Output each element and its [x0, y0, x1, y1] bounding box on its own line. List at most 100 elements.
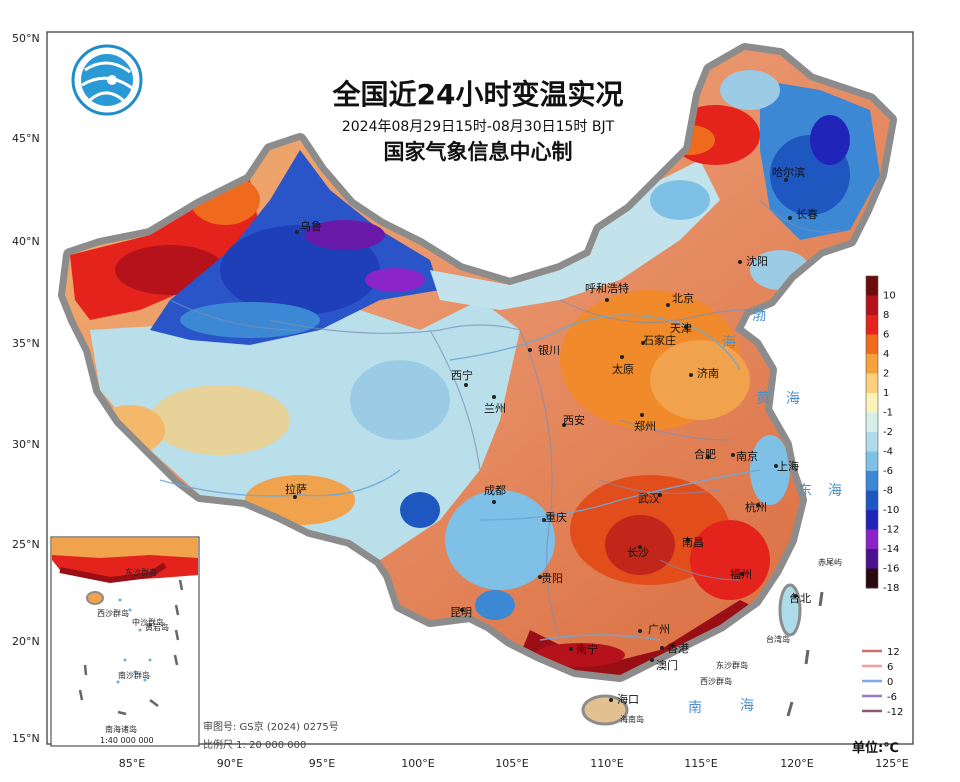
colorbar-label: -8: [883, 486, 893, 497]
city-label: 乌鲁: [300, 219, 322, 233]
city-dot: [756, 503, 760, 507]
city-label: 澳门: [656, 658, 678, 672]
city-label: 成都: [484, 484, 506, 497]
colorbar-label: -12: [883, 525, 899, 536]
contour-legend-label: -6: [887, 692, 897, 703]
lat-tick: 15°N: [12, 732, 40, 745]
colorbar-swatch: [866, 490, 878, 511]
city-dot: [295, 230, 299, 234]
inset-label: 西沙群岛: [97, 608, 129, 618]
city-dot: [605, 298, 609, 302]
city-dot: [464, 383, 468, 387]
colorbar-label: -10: [883, 505, 899, 516]
lon-tick: 100°E: [401, 757, 434, 770]
colorbar-label: -1: [883, 408, 893, 419]
colorbar-label: 10: [883, 291, 896, 302]
island-label: 台湾岛: [766, 634, 790, 644]
city-dot: [788, 216, 792, 220]
colorbar-label: -4: [883, 447, 893, 458]
city-dot: [689, 373, 693, 377]
city-dot: [620, 355, 624, 359]
colorbar-swatch: [866, 529, 878, 550]
city-label: 石家庄: [643, 333, 676, 347]
colorbar-swatch: [866, 412, 878, 433]
inset-label: 黄岩岛: [145, 622, 169, 632]
contour-legend-label: 12: [887, 647, 900, 658]
inset-title: 南海诸岛: [105, 724, 137, 734]
city-label: 上海: [777, 459, 799, 473]
city-label: 合肥: [694, 447, 716, 461]
colorbar-label: -14: [883, 544, 899, 555]
city-dot: [641, 341, 645, 345]
city-dot: [650, 658, 654, 662]
island-label: 西沙群岛: [700, 676, 732, 686]
contour-legend-label: 0: [887, 677, 893, 688]
contour-legend-label: -12: [887, 707, 903, 718]
city-label: 海口: [617, 692, 639, 706]
sea-label: 海: [722, 335, 736, 351]
city-dot: [706, 455, 710, 459]
city-dot: [492, 395, 496, 399]
contour-legend: 12 6 0 -6 -12: [862, 647, 903, 718]
colorbar-swatch: [866, 354, 878, 374]
city-label: 银川: [538, 343, 560, 357]
producer: 国家气象信息中心制: [384, 140, 573, 164]
city-labels: 乌鲁 哈尔滨 长春 沈阳 呼和浩特 北京 天津 石家庄 银川 西宁 太原 济南 …: [285, 165, 818, 706]
sea-label: 海: [786, 391, 800, 407]
colorbar-label: 4: [883, 349, 889, 360]
city-dot: [562, 423, 566, 427]
contour-legend-label: 6: [887, 662, 893, 673]
city-label: 南昌: [682, 536, 704, 549]
city-label: 香港: [667, 642, 689, 655]
lat-tick: 30°N: [12, 438, 40, 451]
island-label: 海南岛: [620, 714, 644, 724]
city-label: 天津: [670, 322, 692, 335]
city-label: 长春: [796, 208, 818, 221]
city-label: 杭州: [745, 500, 767, 514]
city-dot: [293, 495, 297, 499]
city-dot: [660, 646, 664, 650]
city-label: 长沙: [627, 546, 649, 559]
south-china-sea-inset: 东沙群岛 西沙群岛 中沙群岛 黄岩岛 南沙群岛 南海诸岛 1:40 000 00…: [50, 536, 200, 747]
city-dot: [774, 464, 778, 468]
city-label: 呼和浩特: [585, 281, 629, 295]
city-dot: [740, 572, 744, 576]
colorbar-label: -2: [883, 427, 893, 438]
lon-tick: 105°E: [495, 757, 528, 770]
hainan-island: [581, 694, 629, 726]
city-label: 台北: [789, 591, 811, 605]
city-dot: [542, 518, 546, 522]
lat-tick: 25°N: [12, 538, 40, 551]
colorbar-swatch: [866, 295, 878, 316]
city-label: 济南: [697, 366, 719, 380]
sea-label: 海: [828, 483, 842, 499]
sea-label: 南: [688, 700, 702, 716]
colorbar-swatch: [866, 549, 878, 569]
inset-label: 中沙群岛: [132, 617, 164, 627]
colorbar-swatch: [866, 373, 878, 394]
maritime-boundary: [786, 591, 824, 717]
cma-logo: [71, 44, 143, 116]
lon-tick: 115°E: [684, 757, 717, 770]
city-dot: [538, 575, 542, 579]
inset-label: 东沙群岛: [125, 567, 157, 577]
time-range: 2024年08月29日15时-08月30日15时 BJT: [342, 119, 615, 135]
lon-tick: 110°E: [590, 757, 623, 770]
city-label: 郑州: [634, 419, 656, 433]
city-label: 沈阳: [746, 254, 768, 268]
colorbar-label: 6: [883, 330, 889, 341]
province-lines: [169, 199, 841, 641]
city-dot: [684, 325, 688, 329]
colorbar-label: -18: [883, 583, 899, 594]
city-label: 南京: [736, 449, 758, 463]
lon-tick: 90°E: [217, 757, 243, 770]
colorbar-label: -16: [883, 564, 899, 575]
lon-tick: 85°E: [119, 757, 145, 770]
city-label: 太原: [612, 363, 634, 376]
sea-label: 渤: [752, 308, 766, 324]
map-scale: 比例尺 1: 20 000 000: [203, 738, 306, 751]
city-label: 福州: [730, 567, 752, 581]
lat-tick: 40°N: [12, 235, 40, 248]
city-dot: [738, 260, 742, 264]
colorbar-swatch: [866, 315, 878, 335]
